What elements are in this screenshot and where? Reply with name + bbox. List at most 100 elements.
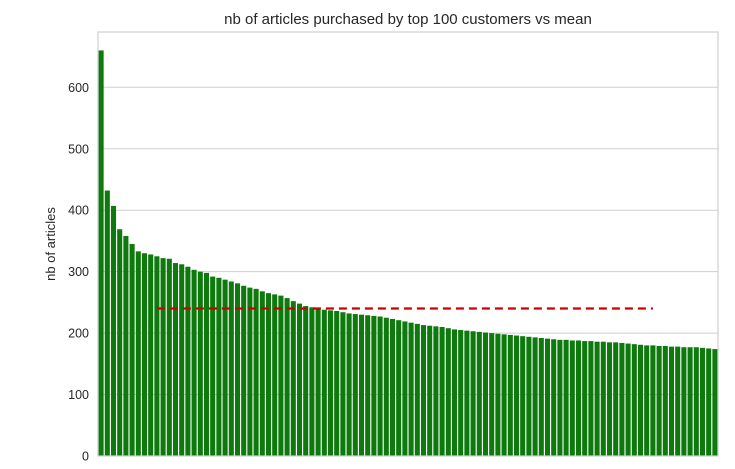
y-tick-label: 600 bbox=[68, 81, 89, 95]
bar bbox=[489, 333, 495, 456]
bar bbox=[203, 272, 210, 456]
bar bbox=[272, 294, 278, 456]
bar bbox=[346, 313, 352, 456]
bar bbox=[117, 229, 123, 456]
bar bbox=[408, 322, 414, 456]
bar bbox=[520, 336, 526, 456]
bar bbox=[681, 347, 687, 456]
y-tick-label: 500 bbox=[68, 142, 89, 156]
bar bbox=[315, 308, 321, 456]
bar bbox=[532, 337, 538, 456]
bar bbox=[148, 254, 154, 456]
bars bbox=[98, 50, 718, 457]
y-gridlines bbox=[98, 86, 718, 457]
bar bbox=[420, 325, 427, 456]
bar bbox=[241, 285, 247, 456]
bar bbox=[662, 346, 668, 456]
bar bbox=[501, 334, 507, 456]
bar bbox=[210, 276, 216, 456]
bar bbox=[656, 346, 662, 456]
bar bbox=[309, 307, 315, 456]
bar bbox=[334, 310, 340, 456]
bar bbox=[650, 345, 656, 456]
bar bbox=[414, 323, 420, 456]
bar bbox=[216, 277, 222, 456]
y-axis-label: nb of articles bbox=[43, 207, 58, 281]
bar bbox=[228, 281, 234, 456]
bar bbox=[365, 315, 371, 456]
bar bbox=[551, 339, 557, 456]
chart-title: nb of articles purchased by top 100 cust… bbox=[224, 11, 592, 28]
bar bbox=[476, 331, 482, 456]
bar bbox=[668, 346, 675, 456]
bar bbox=[544, 338, 551, 456]
bar bbox=[141, 253, 148, 456]
bar bbox=[625, 343, 631, 456]
y-tick-label: 400 bbox=[68, 204, 89, 218]
bar bbox=[371, 315, 377, 456]
bar bbox=[600, 341, 606, 456]
y-tick-label: 200 bbox=[68, 327, 89, 341]
bar bbox=[222, 279, 228, 456]
y-tick-label: 100 bbox=[68, 388, 89, 402]
bar bbox=[396, 320, 402, 456]
bar bbox=[582, 341, 588, 456]
bar bbox=[631, 344, 637, 456]
bar bbox=[563, 339, 569, 456]
bar bbox=[110, 205, 117, 456]
bar bbox=[253, 288, 259, 456]
bar bbox=[687, 347, 693, 456]
bar bbox=[358, 314, 365, 456]
bar bbox=[588, 341, 594, 456]
bar bbox=[699, 347, 706, 456]
bar bbox=[675, 346, 681, 456]
bar bbox=[327, 310, 334, 456]
bar bbox=[265, 293, 272, 456]
bar bbox=[693, 347, 699, 456]
bar bbox=[191, 269, 197, 456]
bar bbox=[427, 325, 433, 456]
bar bbox=[513, 335, 520, 456]
bar bbox=[247, 287, 253, 456]
bar bbox=[464, 330, 470, 456]
bar bbox=[185, 266, 191, 456]
bar bbox=[321, 309, 327, 456]
bar bbox=[303, 306, 309, 456]
y-tick-label: 300 bbox=[68, 265, 89, 279]
bar bbox=[104, 190, 110, 457]
bar bbox=[389, 318, 396, 456]
bar bbox=[619, 342, 625, 456]
bar bbox=[495, 333, 501, 456]
bar bbox=[706, 348, 712, 456]
bar bbox=[482, 332, 489, 456]
y-tick-label: 0 bbox=[82, 450, 89, 464]
bar bbox=[383, 317, 389, 456]
bar bbox=[538, 338, 544, 456]
bar bbox=[433, 326, 439, 456]
bar bbox=[160, 258, 166, 456]
bar bbox=[197, 271, 203, 456]
bar bbox=[402, 321, 408, 456]
bar bbox=[290, 301, 296, 456]
bar bbox=[451, 329, 458, 456]
bar bbox=[340, 312, 346, 456]
plot-frame bbox=[97, 31, 719, 457]
bar bbox=[284, 298, 290, 456]
bar bbox=[166, 258, 172, 456]
bar bbox=[507, 334, 513, 456]
bar bbox=[557, 339, 563, 456]
bar bbox=[569, 340, 575, 456]
bar bbox=[606, 342, 613, 456]
bar bbox=[613, 342, 619, 456]
bar bbox=[296, 303, 303, 456]
bar bbox=[439, 326, 445, 456]
bar bbox=[637, 344, 644, 456]
bar bbox=[123, 236, 129, 456]
bar bbox=[526, 336, 532, 456]
bar bbox=[352, 314, 358, 456]
bar bbox=[154, 256, 160, 456]
bar bbox=[179, 264, 185, 456]
bar bbox=[644, 345, 650, 456]
bar bbox=[575, 340, 582, 456]
